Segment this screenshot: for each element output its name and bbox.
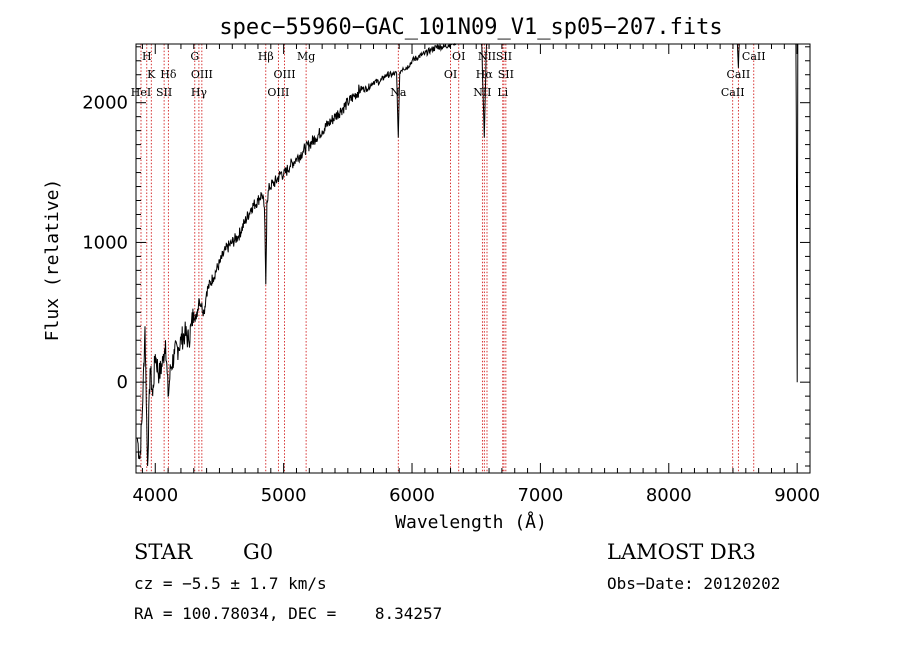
line-label: OI (444, 68, 457, 81)
line-label: NII (478, 50, 496, 63)
object-class: STAR (134, 540, 193, 564)
line-label: Na (390, 86, 407, 99)
line-label: OIII (267, 86, 289, 99)
line-label: CaII (721, 86, 745, 99)
line-label: SII (156, 86, 172, 99)
x-tick-label: 4000 (132, 485, 178, 506)
x-axis-ticks: 4000 5000 6000 7000 8000 9000 (132, 44, 820, 506)
survey-name: LAMOST DR3 (607, 540, 756, 564)
x-tick-label: 9000 (774, 485, 820, 506)
x-tick-label: 5000 (261, 485, 307, 506)
line-label: SII (496, 50, 512, 63)
line-label: OIII (274, 68, 296, 81)
x-tick-label: 7000 (517, 485, 563, 506)
y-tick-label: 1000 (82, 232, 128, 253)
redshift-cz: cz = −5.5 ± 1.7 km/s (134, 574, 327, 593)
y-axis-label: Flux (relative) (42, 179, 63, 342)
ra-dec-coordinates: RA = 100.78034, DEC = 8.34257 (134, 604, 443, 623)
line-label: NII (473, 86, 491, 99)
line-label: Mg (297, 50, 315, 63)
line-label: H (142, 50, 152, 63)
line-label: CaII (742, 50, 766, 63)
y-tick-label: 2000 (82, 93, 128, 114)
line-label: Hβ (258, 50, 274, 63)
line-label: OI (452, 50, 465, 63)
x-axis-label: Wavelength (Å) (395, 511, 547, 533)
line-label: OIII (191, 68, 213, 81)
line-label: Hα (476, 68, 494, 81)
line-label: CaII (727, 68, 751, 81)
plot-frame (135, 43, 811, 474)
line-label: Li (497, 86, 508, 99)
line-label: Hδ (160, 68, 177, 81)
x-tick-label: 8000 (646, 485, 692, 506)
y-axis-ticks: 0 1000 2000 (82, 46, 810, 467)
line-label: Hγ (191, 86, 208, 99)
line-label: G (190, 50, 199, 63)
object-subclass: G0 (243, 540, 274, 564)
line-label: HeI (131, 86, 151, 99)
line-label: K (147, 68, 156, 81)
line-label: SII (498, 68, 514, 81)
spectral-line-markers (140, 44, 755, 473)
spectrum-series-line (136, 42, 799, 467)
chart-title: spec−55960−GAC_101N09_V1_sp05−207.fits (219, 15, 722, 40)
observation-date: Obs−Date: 20120202 (607, 574, 781, 593)
x-tick-label: 6000 (389, 485, 435, 506)
y-tick-label: 0 (117, 372, 128, 393)
